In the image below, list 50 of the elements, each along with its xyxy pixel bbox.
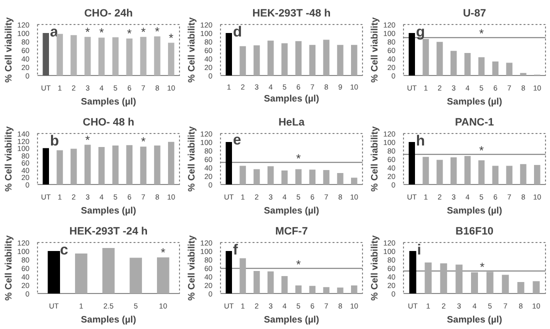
x-axis-title: Samples (µl) <box>264 206 320 216</box>
x-axis-title: Samples (µl) <box>446 314 502 324</box>
annotation: * <box>140 134 146 149</box>
y-axis-title: % Cell viability <box>186 16 196 83</box>
y-axis-title: % Cell viability <box>369 126 380 192</box>
chart-title: HeLa <box>278 116 305 128</box>
annotation: a <box>50 24 59 40</box>
annotation: * <box>140 24 146 39</box>
chart-title: U-87 <box>462 8 486 20</box>
y-axis-title: % Cell viability <box>369 234 380 301</box>
ref-line-label: * <box>296 151 302 166</box>
x-axis-title: Samples (µl) <box>264 314 320 324</box>
annotation: * <box>99 26 104 40</box>
chart-title: MCF-7 <box>275 226 308 238</box>
annotation: * <box>154 24 160 38</box>
annotation: c <box>60 242 68 258</box>
annotation: * <box>127 26 132 41</box>
y-axis-title: % Cell viability <box>369 16 380 83</box>
chart-title: B16F10 <box>456 226 494 238</box>
x-axis-title: Samples (µl) <box>80 206 136 216</box>
annotation: * <box>168 30 174 45</box>
y-axis-title: % Cell viability <box>3 126 14 192</box>
chart-title: PANC-1 <box>455 116 494 128</box>
annotation: * <box>85 24 90 39</box>
ref-line-label: * <box>479 143 484 158</box>
annotation: * <box>160 245 166 260</box>
x-axis-title: Samples (µl) <box>80 96 136 106</box>
ref-line-label: * <box>480 260 485 274</box>
annotation: e <box>232 132 242 148</box>
chart-title: HEK-293T -24 h <box>69 226 148 238</box>
annotation: h <box>416 134 425 150</box>
x-axis-title: Samples (µl) <box>446 206 502 216</box>
x-axis-title: Samples (µl) <box>264 94 320 104</box>
annotation: g <box>416 24 425 40</box>
y-axis-title: % Cell viability <box>186 234 196 301</box>
x-axis-title: Samples (µl) <box>80 314 136 324</box>
annotation: i <box>417 242 422 258</box>
x-axis-title: Samples (µl) <box>446 96 502 106</box>
chart-title: CHO- 48 h <box>82 116 134 128</box>
y-axis-title: % Cell viability <box>186 126 196 192</box>
ref-line-label: * <box>296 257 302 272</box>
ref-line-label: * <box>479 26 484 41</box>
annotation: f <box>232 242 238 258</box>
annotation: b <box>50 134 59 150</box>
annotation: d <box>232 24 242 40</box>
y-axis-title: % Cell viability <box>3 16 14 83</box>
y-axis-title: % Cell viability <box>3 234 14 301</box>
annotation: * <box>85 132 90 147</box>
chart-title: CHO- 24h <box>84 8 133 20</box>
chart-title: HEK-293T -48 h <box>252 8 331 20</box>
